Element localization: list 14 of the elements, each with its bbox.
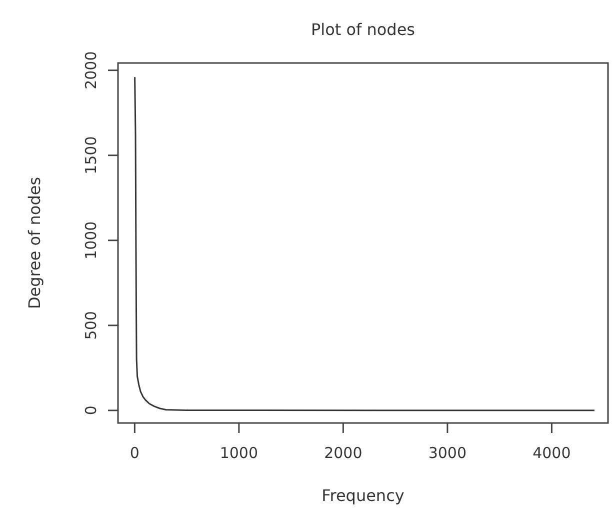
x-tick-label: 2000 [324, 444, 362, 462]
x-tick-label: 1000 [220, 444, 258, 462]
y-axis-title: Degree of nodes [25, 176, 44, 310]
x-tick-label: 4000 [532, 444, 571, 462]
chart-title: Plot of nodes [310, 20, 416, 39]
x-tick-label: 3000 [428, 444, 467, 462]
y-tick-label: 2000 [82, 51, 100, 90]
x-tick-label: 0 [130, 444, 140, 462]
x-axis-title: Frequency [322, 486, 404, 505]
y-tick-label: 500 [82, 311, 100, 340]
y-tick-label: 0 [82, 406, 100, 416]
line-series [134, 76, 596, 412]
y-tick-label: 1000 [82, 221, 100, 260]
y-tick-label: 1500 [82, 136, 100, 174]
